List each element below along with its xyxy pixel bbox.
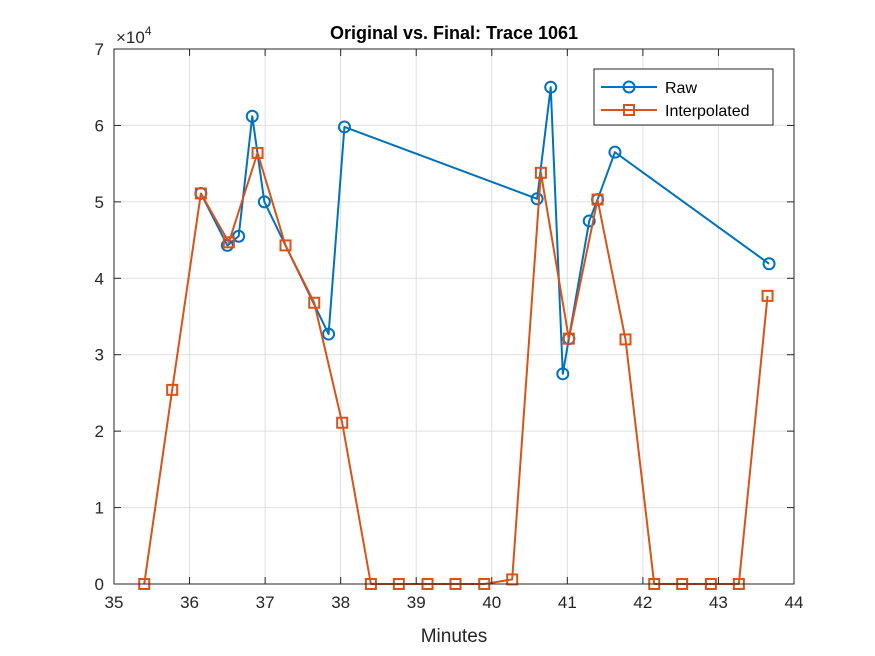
data-point-raw xyxy=(257,195,271,209)
data-point-raw xyxy=(582,214,596,228)
y-tick-label: 1 xyxy=(95,499,104,518)
y-tick-label: 6 xyxy=(95,116,104,135)
data-point-raw xyxy=(245,109,259,123)
y-tick-label: 2 xyxy=(95,422,104,441)
y-tick-label: 0 xyxy=(95,575,104,594)
data-point-raw xyxy=(544,80,558,94)
data-point-raw xyxy=(556,367,570,381)
x-tick-label: 40 xyxy=(482,593,501,612)
x-tick-label: 38 xyxy=(331,593,350,612)
data-point-raw xyxy=(530,192,544,206)
data-point-interpolated xyxy=(619,333,632,346)
legend-marker-raw xyxy=(622,80,636,94)
data-point-interpolated xyxy=(222,236,235,249)
data-point-raw xyxy=(608,145,622,159)
data-point-interpolated xyxy=(308,296,321,309)
data-point-interpolated xyxy=(562,332,575,345)
y-exponent-power: 4 xyxy=(145,24,152,38)
data-point-interpolated xyxy=(534,166,547,179)
legend-entry-raw: Raw xyxy=(601,80,697,97)
legend-marker-interpolated xyxy=(623,104,635,116)
ticks xyxy=(113,48,795,585)
data-point-raw xyxy=(322,327,336,341)
plot-area xyxy=(114,49,794,584)
x-tick-label: 37 xyxy=(256,593,275,612)
x-tick-label: 35 xyxy=(105,593,124,612)
legend: Raw Interpolated xyxy=(593,68,774,126)
x-tick-label: 36 xyxy=(180,593,199,612)
data-point-interpolated xyxy=(279,239,292,252)
data-point-interpolated xyxy=(251,146,264,159)
data-point-raw xyxy=(232,229,246,243)
chart-title: Original vs. Final: Trace 1061 xyxy=(330,23,578,43)
y-tick-label: 4 xyxy=(95,269,104,288)
x-tick-labels: 35 36 37 38 39 40 41 42 43 44 xyxy=(105,593,804,612)
y-tick-label: 7 xyxy=(95,40,104,59)
data-point-interpolated xyxy=(591,193,604,206)
y-tick-labels: 0 1 2 3 4 5 6 7 xyxy=(95,40,104,594)
y-exponent: ×104 xyxy=(116,24,152,47)
legend-label-interpolated: Interpolated xyxy=(665,103,750,120)
axes-box xyxy=(113,48,795,585)
data-point-raw xyxy=(762,257,776,271)
x-tick-label: 42 xyxy=(633,593,652,612)
data-point-interpolated xyxy=(194,187,207,200)
y-tick-label: 5 xyxy=(95,193,104,212)
x-axis-label: Minutes xyxy=(421,626,488,647)
legend-entry-interpolated: Interpolated xyxy=(601,103,750,120)
x-tick-label: 41 xyxy=(558,593,577,612)
y-tick-label: 3 xyxy=(95,346,104,365)
data-point-interpolated xyxy=(336,416,349,429)
data-point-raw xyxy=(337,120,351,134)
y-exponent-base: ×10 xyxy=(116,28,145,47)
data-point-interpolated xyxy=(761,289,774,302)
legend-label-raw: Raw xyxy=(665,80,697,97)
x-tick-label: 39 xyxy=(407,593,426,612)
x-tick-label: 44 xyxy=(785,593,804,612)
x-tick-label: 43 xyxy=(709,593,728,612)
data-point-interpolated xyxy=(166,383,179,396)
